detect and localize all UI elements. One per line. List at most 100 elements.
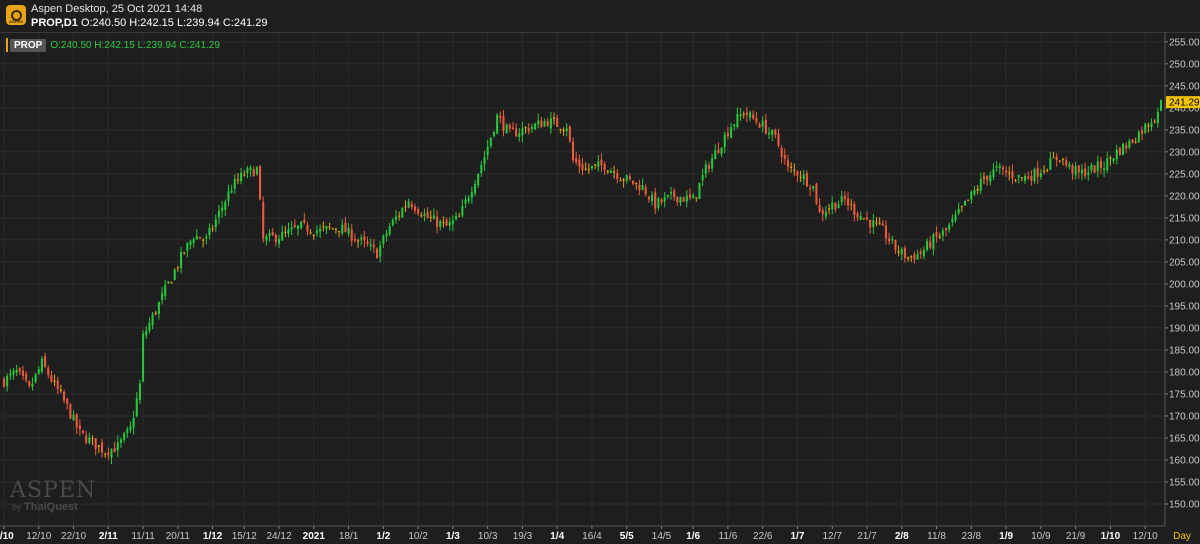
candle-body xyxy=(170,282,173,284)
candle-body xyxy=(1071,165,1074,174)
x-tick-label: 2/8 xyxy=(895,531,909,542)
candle-body xyxy=(1014,179,1017,181)
candle-body xyxy=(1074,166,1077,176)
candle-body xyxy=(663,196,666,202)
header-ohlc-values: O:240.50 H:242.15 L:239.94 C:241.29 xyxy=(80,17,268,29)
candle-body xyxy=(233,179,236,189)
candle-body xyxy=(635,182,638,184)
candle-body xyxy=(388,226,391,235)
candle-body xyxy=(328,226,331,228)
candle-body xyxy=(322,226,325,228)
legend-ohlc: O:240.50 H:242.15 L:239.94 C:241.29 xyxy=(50,39,220,51)
candle-body xyxy=(97,445,100,447)
candle-body xyxy=(300,221,303,228)
y-tick-label: 185.00 xyxy=(1169,345,1200,356)
candle-body xyxy=(347,227,350,234)
candle-body xyxy=(840,196,843,203)
candle-body xyxy=(47,367,50,376)
candle-body xyxy=(1159,100,1163,111)
candle-body xyxy=(401,208,404,218)
candle-body xyxy=(164,285,167,296)
candle-body xyxy=(1024,176,1027,181)
candle-body xyxy=(40,358,43,372)
candle-body xyxy=(869,219,872,228)
candle-body xyxy=(379,245,382,257)
candle-body xyxy=(847,198,850,206)
last-price-box xyxy=(1166,96,1200,109)
candle-body xyxy=(119,439,122,443)
candle-body xyxy=(518,133,521,137)
y-tick-label: 170.00 xyxy=(1169,411,1200,422)
candle-body xyxy=(249,167,252,171)
candle-body xyxy=(423,213,426,216)
candle-body xyxy=(1001,167,1004,170)
candle-body xyxy=(945,227,948,231)
candle-body xyxy=(363,236,366,241)
candle-body xyxy=(240,172,243,182)
candle-body xyxy=(473,184,477,194)
candle-body xyxy=(372,244,375,248)
window-title: Aspen Desktop, 25 Oct 2021 14:48 xyxy=(31,3,203,15)
candle-body xyxy=(309,232,312,234)
candle-body xyxy=(167,281,170,284)
y-tick-label: 215.00 xyxy=(1169,213,1200,224)
x-tick-label: 19/3 xyxy=(513,531,533,542)
candle-body xyxy=(50,375,53,382)
candlestick-chart[interactable]: 150.00 155.00 160.00 165.00 170.00 175.00 180.… xyxy=(0,33,1200,544)
candle-body xyxy=(410,203,413,208)
candle-body xyxy=(780,147,783,157)
candle-body xyxy=(587,168,590,170)
candle-body xyxy=(1068,163,1071,167)
candle-body xyxy=(1112,158,1115,162)
candle-body xyxy=(461,206,464,216)
candle-body xyxy=(1080,169,1083,174)
candle-body xyxy=(69,404,72,419)
candle-body xyxy=(281,231,284,241)
candle-body xyxy=(319,228,322,232)
candle-body xyxy=(1147,125,1150,127)
candle-body xyxy=(145,330,148,336)
x-tick-label: 1/6 xyxy=(686,531,700,542)
candle-body xyxy=(116,442,119,451)
candle-body xyxy=(1144,123,1147,133)
x-tick-label: 1/9 xyxy=(999,531,1013,542)
candle-body xyxy=(669,192,673,194)
candle-body xyxy=(941,230,944,236)
candle-body xyxy=(1046,170,1049,172)
legend-symbol[interactable]: PROP xyxy=(10,38,47,52)
candle-body xyxy=(107,452,110,456)
candle-body xyxy=(540,120,543,128)
y-tick-label: 240.00 xyxy=(1169,103,1200,114)
candle-body xyxy=(394,216,398,220)
candle-body xyxy=(176,267,179,269)
x-tick-label: 1/7 xyxy=(791,531,805,542)
x-tick-label: 11/11 xyxy=(131,531,155,542)
watermark-byline: by ThaiQuest xyxy=(12,501,78,513)
candle-body xyxy=(907,257,910,259)
candle-body xyxy=(161,293,164,300)
candle-body xyxy=(647,196,650,200)
candle-body xyxy=(707,165,710,169)
candle-body xyxy=(382,235,385,244)
candle-body xyxy=(331,228,334,230)
candle-body xyxy=(761,120,764,127)
candle-body xyxy=(1017,174,1020,178)
candle-body xyxy=(230,190,233,193)
symbol-period: PROP,D1 xyxy=(31,17,78,29)
candle-body xyxy=(704,164,707,174)
y-tick-label: 190.00 xyxy=(1169,323,1200,334)
candle-body xyxy=(565,128,568,132)
candle-body xyxy=(688,194,692,198)
candle-body xyxy=(685,195,688,202)
candle-body xyxy=(508,124,511,129)
candle-body xyxy=(1156,112,1159,123)
candle-body xyxy=(783,154,786,159)
candle-body xyxy=(1036,167,1039,177)
candle-body xyxy=(1011,171,1014,179)
candle-body xyxy=(1134,141,1137,143)
candle-body xyxy=(477,173,480,186)
candle-body xyxy=(821,210,824,215)
candle-body xyxy=(1103,168,1106,171)
candle-body xyxy=(1106,158,1109,171)
candle-body xyxy=(94,438,97,449)
